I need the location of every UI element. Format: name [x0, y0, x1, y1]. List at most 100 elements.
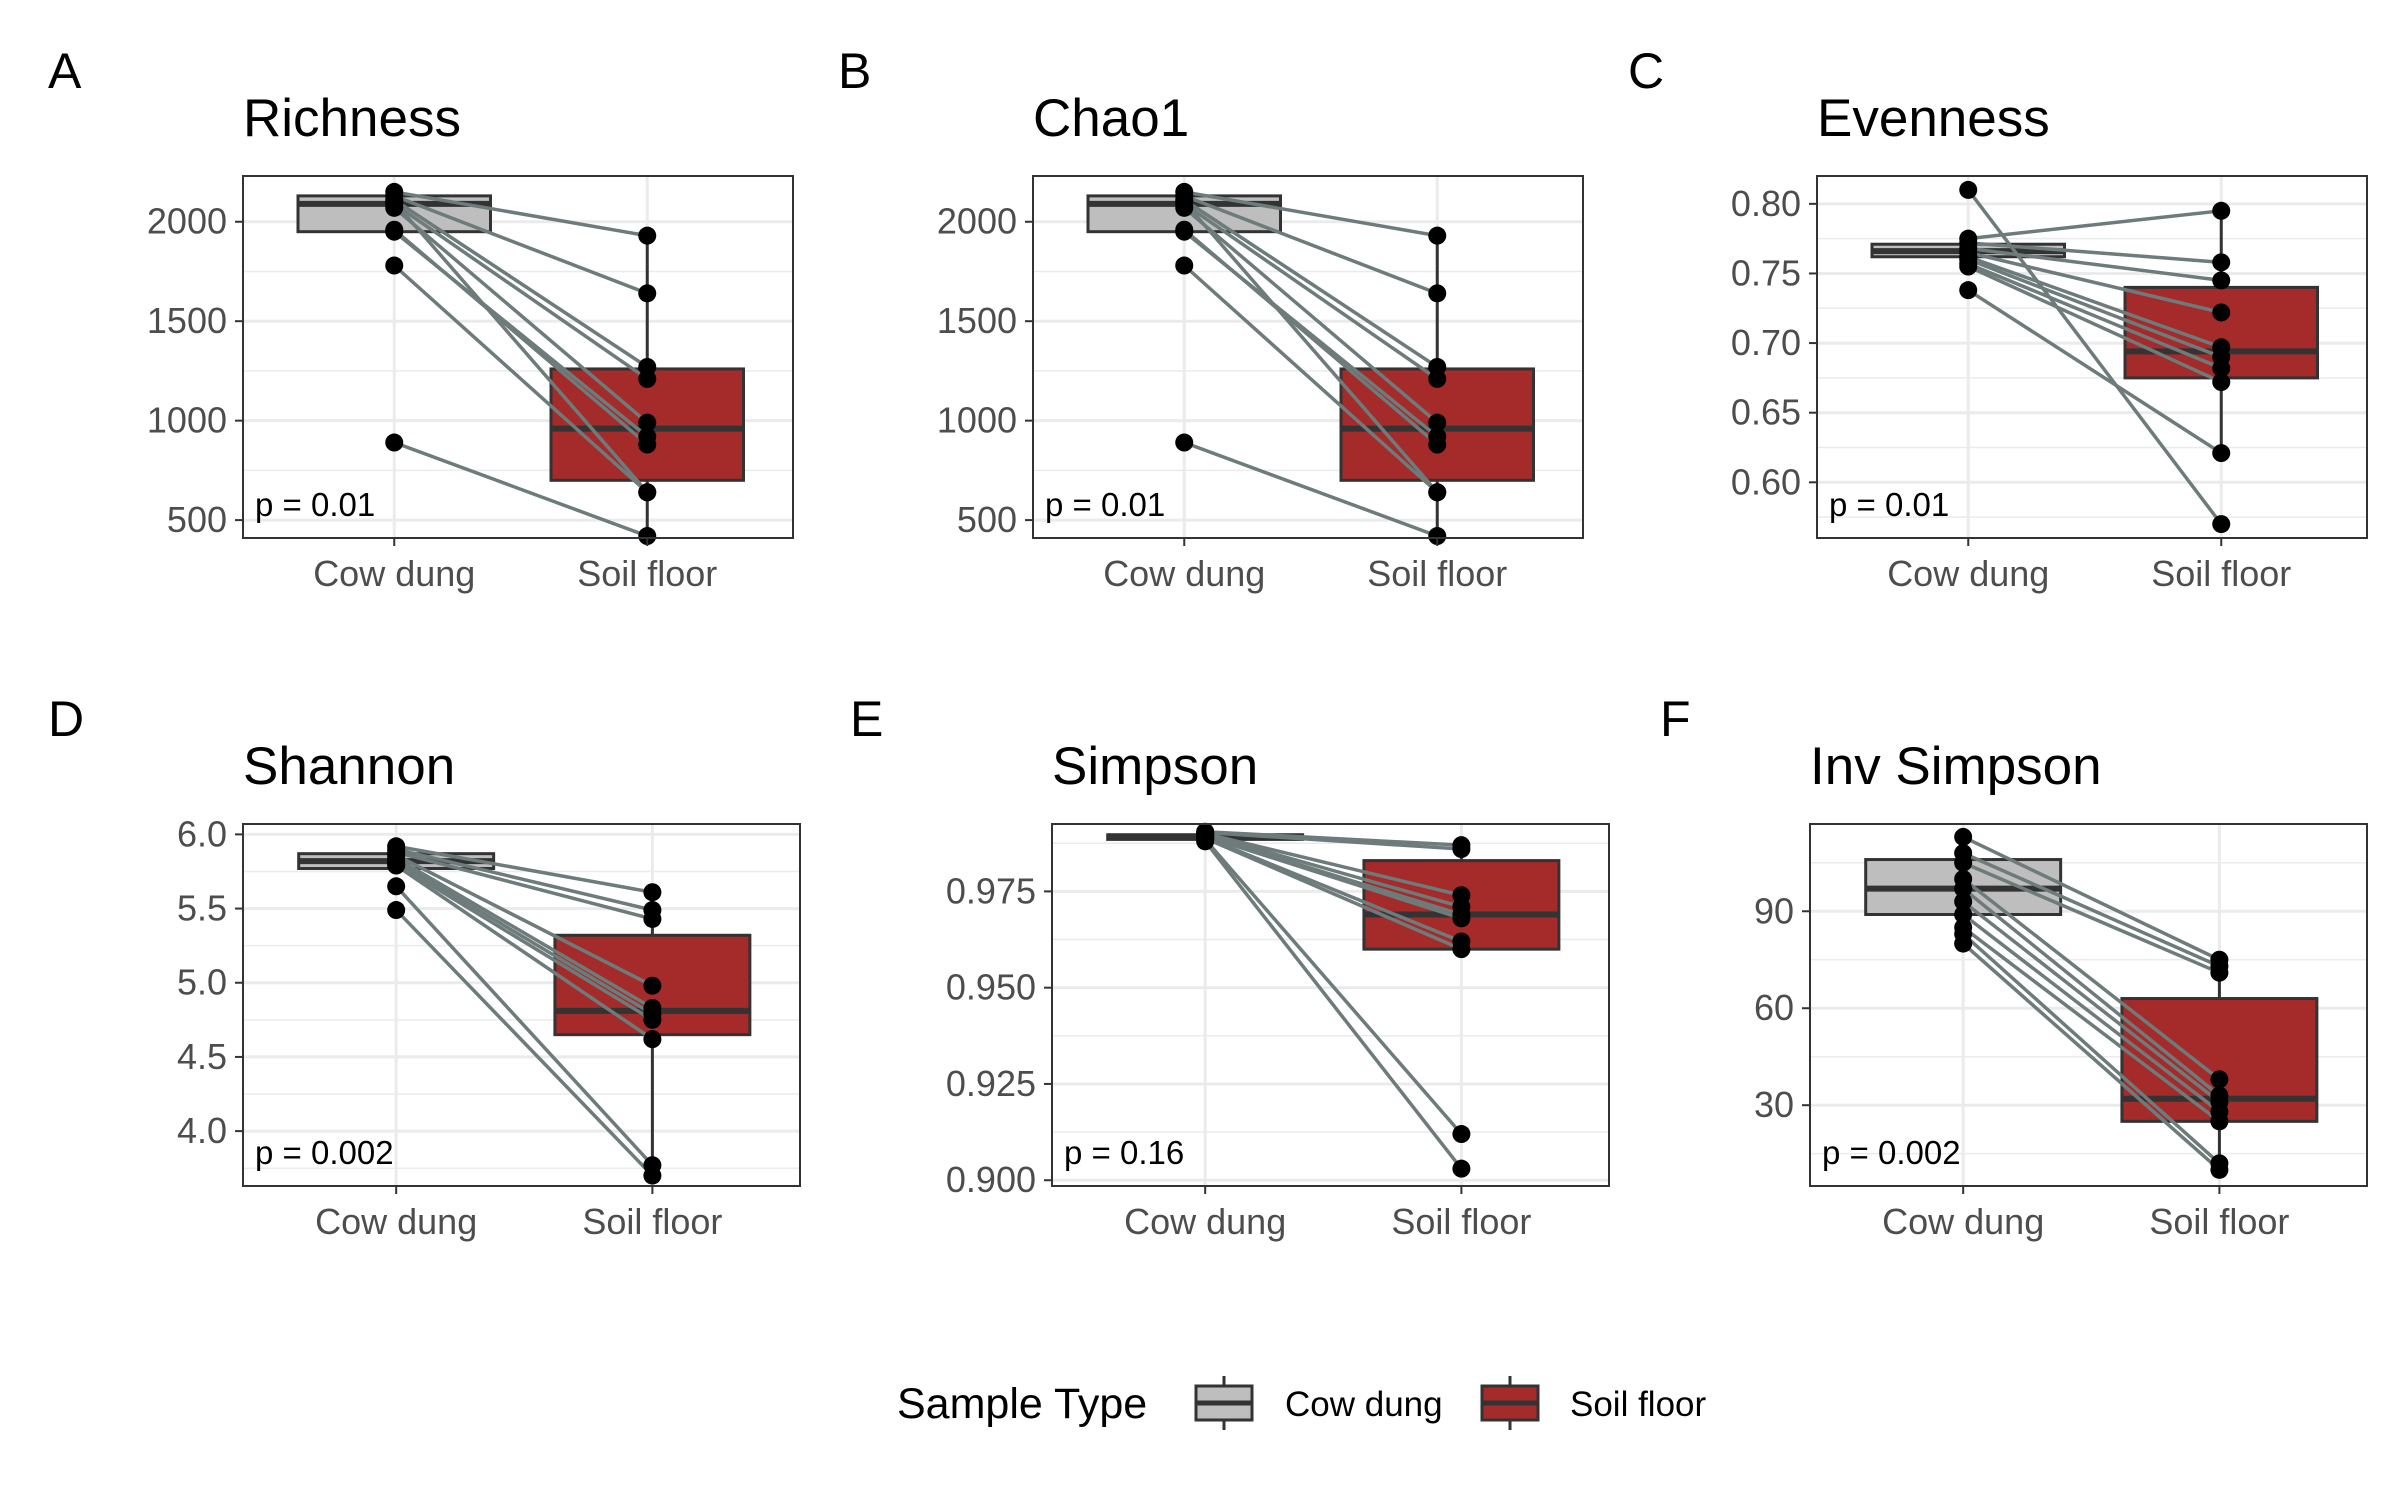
point-soil-floor: [2212, 271, 2231, 290]
panel-title: Shannon: [243, 737, 455, 796]
pair-line: [1183, 206, 1439, 424]
point-cow-dung: [387, 901, 406, 920]
p-value-annotation: p = 0.01: [1829, 486, 1949, 523]
pair-line: [392, 200, 649, 494]
y-tick-label: 60: [1754, 987, 1794, 1028]
p-value-annotation: p = 0.01: [255, 486, 375, 523]
point-cow-dung: [1954, 934, 1973, 953]
panel-label: D: [48, 691, 84, 747]
point-soil-floor: [643, 1030, 662, 1049]
y-tick-label: 5.0: [177, 962, 227, 1003]
legend-title: Sample Type: [897, 1380, 1147, 1428]
x-tick-label: Soil floor: [1391, 1201, 1531, 1242]
p-value-annotation: p = 0.002: [1822, 1134, 1961, 1171]
y-tick-label: 0.975: [946, 870, 1036, 911]
x-tick-label: Cow dung: [1103, 553, 1265, 594]
legend-label-soil-floor: Soil floor: [1570, 1385, 1707, 1424]
pair-line: [395, 862, 654, 1022]
panel-border: [1051, 823, 1610, 1187]
point-cow-dung: [1954, 905, 1973, 924]
y-tick-label: 500: [167, 499, 227, 540]
panel-a: A Richness 500 1000 1500 2000 Cow dung Soil flo…: [48, 43, 794, 594]
pair-line: [1962, 877, 2221, 1081]
pair-line: [1183, 440, 1438, 538]
x-tick-label: Cow dung: [1124, 1201, 1286, 1242]
panel-label: E: [850, 691, 883, 747]
point-cow-dung: [387, 856, 406, 875]
pair-line: [395, 844, 653, 894]
pair-line: [1962, 913, 2221, 1114]
point-cow-dung: [1954, 892, 1973, 911]
x-tick-label: Soil floor: [582, 1201, 722, 1242]
point-soil-floor: [638, 413, 657, 432]
legend-item-soil-floor: Soil floor: [1480, 1376, 1707, 1430]
pair-line: [395, 864, 654, 1041]
point-soil-floor: [1428, 527, 1447, 546]
point-soil-floor: [1452, 940, 1471, 959]
point-cow-dung: [1954, 827, 1973, 846]
pair-line: [1967, 262, 2222, 370]
point-soil-floor: [2212, 201, 2231, 220]
point-soil-floor: [643, 1010, 662, 1029]
point-cow-dung: [385, 192, 404, 211]
point-soil-floor: [1428, 369, 1447, 388]
panel-title: Evenness: [1817, 89, 2050, 148]
pair-line: [1968, 209, 2222, 241]
point-soil-floor: [1452, 909, 1471, 928]
point-soil-floor: [1452, 840, 1471, 859]
pair-line: [395, 853, 654, 988]
pair-line: [1962, 932, 2221, 1165]
x-tick-label: Soil floor: [1367, 553, 1507, 594]
panel-border: [1809, 823, 2368, 1187]
legend-item-cow-dung: Cow dung: [1194, 1376, 1443, 1430]
y-tick-label: 0.950: [946, 967, 1036, 1008]
pair-line: [1183, 228, 1439, 446]
point-soil-floor: [638, 369, 657, 388]
point-soil-floor: [643, 1166, 662, 1185]
x-tick-label: Soil floor: [2151, 553, 2291, 594]
point-cow-dung: [1175, 192, 1194, 211]
point-soil-floor: [638, 284, 657, 303]
point-soil-floor: [638, 435, 657, 454]
point-soil-floor: [2212, 303, 2231, 322]
point-cow-dung: [1959, 257, 1978, 276]
panel-e: E Simpson 0.900 0.925 0.950 0.975 Cow dung Soil…: [850, 691, 1610, 1242]
point-cow-dung: [1959, 281, 1978, 300]
point-soil-floor: [2210, 963, 2229, 982]
panel-border: [242, 175, 794, 539]
legend-label-cow-dung: Cow dung: [1285, 1385, 1443, 1424]
y-tick-label: 2000: [147, 201, 227, 242]
point-soil-floor: [638, 226, 657, 245]
pair-line: [394, 885, 654, 1167]
y-tick-label: 4.5: [177, 1036, 227, 1077]
pair-line: [395, 856, 654, 1010]
panel-b: B Chao1 500 1000 1500 2000 Cow dung Soil floor p…: [838, 43, 1584, 594]
point-soil-floor: [643, 976, 662, 995]
pair-line: [1968, 241, 2222, 265]
panel-f: F Inv Simpson 30 60 90 Cow dung Soil floor p = …: [1660, 691, 2368, 1242]
y-tick-label: 6.0: [177, 813, 227, 854]
x-tick-label: Soil floor: [2149, 1201, 2289, 1242]
pair-line: [1962, 835, 2221, 962]
pair-line: [1204, 832, 1462, 909]
point-soil-floor: [2212, 373, 2231, 392]
p-value-annotation: p = 0.002: [255, 1134, 394, 1171]
pair-line: [1204, 831, 1462, 897]
point-cow-dung: [385, 256, 404, 275]
pair-line: [1203, 838, 1463, 1136]
pair-line: [393, 264, 649, 494]
pair-line: [1962, 861, 2221, 975]
point-cow-dung: [1175, 433, 1194, 452]
y-tick-label: 2000: [937, 201, 1017, 242]
pair-line: [1183, 198, 1439, 369]
pair-line: [1962, 851, 2221, 968]
point-cow-dung: [1175, 256, 1194, 275]
point-soil-floor: [643, 909, 662, 928]
point-soil-floor: [2210, 1112, 2229, 1131]
point-soil-floor: [1428, 284, 1447, 303]
point-soil-floor: [1452, 1125, 1471, 1144]
pair-line: [1967, 288, 2223, 455]
point-soil-floor: [1428, 226, 1447, 245]
point-cow-dung: [1954, 853, 1973, 872]
